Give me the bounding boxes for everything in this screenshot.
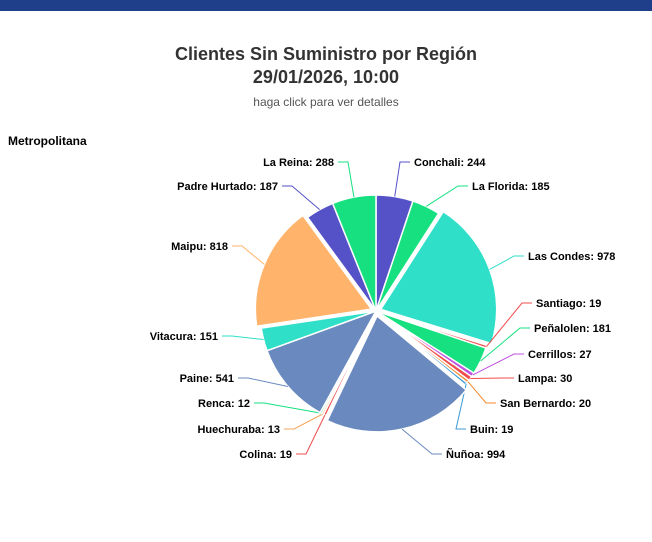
label-connector (238, 377, 289, 387)
data-label: Las Condes: 978 (528, 251, 615, 263)
pie-slice-las-condes[interactable] (379, 210, 498, 345)
label-connector (338, 161, 355, 198)
top-nav-bar (0, 0, 652, 11)
label-connector (472, 353, 524, 376)
data-label: Maipu: 818 (171, 241, 228, 253)
data-label: Santiago: 19 (536, 298, 601, 310)
label-connector (222, 335, 264, 341)
data-label: Buin: 19 (470, 424, 513, 436)
data-label: Peñalolen: 181 (534, 323, 611, 335)
data-label: Cerrillos: 27 (528, 349, 592, 361)
data-label: Lampa: 30 (518, 373, 572, 385)
chart-title: Clientes Sin Suministro por Región (174, 44, 478, 64)
data-label: Colina: 19 (239, 449, 292, 461)
region-label: Metropolitana (8, 134, 87, 148)
label-connector (467, 381, 496, 404)
label-connector (401, 428, 442, 455)
label-connector (489, 255, 524, 270)
data-label: Renca: 12 (198, 398, 250, 410)
data-label: La Reina: 288 (263, 157, 334, 169)
label-connector (394, 161, 410, 197)
label-connector (296, 414, 326, 455)
chart-timestamp: 29/01/2026, 10:00 (252, 67, 400, 87)
data-label: La Florida: 185 (472, 181, 550, 193)
pie-slice-la-reina[interactable] (331, 194, 377, 312)
data-label: Padre Hurtado: 187 (177, 181, 278, 193)
label-connector (470, 377, 514, 380)
data-label: Huechuraba: 13 (197, 424, 280, 436)
pie-chart[interactable]: Conchali: 244 La Florida: 185 Las Condes: … (0, 150, 652, 480)
label-connector (254, 402, 322, 414)
label-connector (480, 327, 530, 362)
label-connector (455, 383, 467, 430)
label-connector (485, 302, 532, 347)
pie-slice-maipu[interactable] (254, 214, 373, 328)
data-label: Conchali: 244 (414, 157, 486, 169)
data-label: San Bernardo: 20 (500, 398, 591, 410)
chart-subtitle: haga click para ver detalles (253, 95, 399, 109)
pie-slice-ñuñoa[interactable] (326, 314, 468, 433)
label-connector (232, 245, 265, 265)
data-label: Ñuñoa: 994 (446, 448, 506, 461)
data-label: Vitacura: 151 (150, 331, 218, 343)
label-connector (282, 185, 320, 210)
label-connector (425, 185, 468, 207)
label-connector (284, 413, 323, 430)
data-label: Paine: 541 (180, 373, 234, 385)
pie-slice-la-florida[interactable] (375, 200, 440, 312)
pie-slice-vitacura[interactable] (260, 310, 377, 352)
